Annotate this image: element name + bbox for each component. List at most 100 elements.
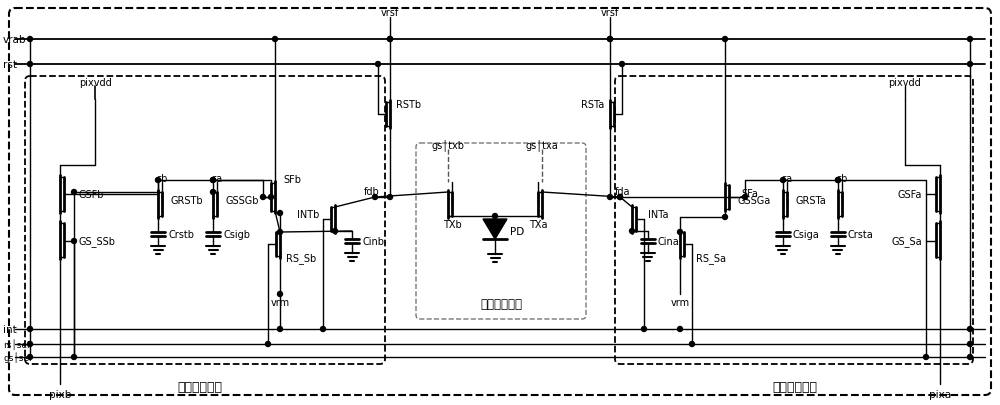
Circle shape bbox=[641, 327, 646, 332]
Circle shape bbox=[967, 342, 972, 347]
Text: fda: fda bbox=[615, 187, 631, 196]
Text: sa: sa bbox=[781, 174, 793, 183]
Circle shape bbox=[388, 37, 393, 43]
Circle shape bbox=[835, 178, 840, 183]
Text: int: int bbox=[3, 324, 17, 334]
Circle shape bbox=[689, 342, 694, 347]
Circle shape bbox=[278, 230, 283, 235]
Text: rst: rst bbox=[3, 60, 17, 70]
Circle shape bbox=[72, 355, 77, 360]
Text: 第二读取电路: 第二读取电路 bbox=[178, 381, 223, 394]
Circle shape bbox=[261, 195, 266, 200]
Circle shape bbox=[28, 62, 33, 67]
Text: gs│sel: gs│sel bbox=[3, 352, 32, 362]
Circle shape bbox=[630, 229, 635, 234]
Text: RS_Sb: RS_Sb bbox=[286, 253, 316, 264]
Text: gs│txb: gs│txb bbox=[432, 139, 464, 151]
Circle shape bbox=[492, 214, 498, 219]
Text: GS_SSb: GS_SSb bbox=[78, 236, 115, 247]
Text: GSSGb: GSSGb bbox=[225, 196, 259, 205]
Circle shape bbox=[618, 195, 622, 200]
Polygon shape bbox=[483, 220, 507, 239]
Circle shape bbox=[273, 37, 278, 43]
Circle shape bbox=[28, 342, 33, 347]
Circle shape bbox=[28, 327, 33, 332]
Circle shape bbox=[333, 229, 338, 234]
Text: PD: PD bbox=[510, 226, 524, 237]
Circle shape bbox=[72, 190, 77, 195]
Text: RS_Sa: RS_Sa bbox=[696, 253, 726, 264]
Text: INTa: INTa bbox=[648, 209, 668, 220]
Text: vrsf: vrsf bbox=[601, 8, 619, 18]
Text: GRSTb: GRSTb bbox=[170, 196, 203, 205]
Circle shape bbox=[608, 37, 612, 43]
Circle shape bbox=[722, 215, 727, 220]
Circle shape bbox=[28, 355, 33, 360]
Circle shape bbox=[677, 327, 682, 332]
Circle shape bbox=[608, 195, 612, 200]
Text: sa: sa bbox=[211, 174, 223, 183]
Circle shape bbox=[388, 37, 393, 43]
Circle shape bbox=[967, 327, 972, 332]
Text: GSFa: GSFa bbox=[898, 190, 922, 200]
Circle shape bbox=[780, 178, 785, 183]
Text: Cina: Cina bbox=[658, 237, 680, 246]
Text: 第一读取电路: 第一读取电路 bbox=[772, 381, 817, 394]
Text: GS_Sa: GS_Sa bbox=[891, 236, 922, 247]
Circle shape bbox=[72, 239, 77, 244]
Circle shape bbox=[156, 178, 161, 183]
Text: rs│sel: rs│sel bbox=[3, 339, 30, 350]
Circle shape bbox=[373, 195, 378, 200]
Circle shape bbox=[742, 195, 747, 200]
Circle shape bbox=[321, 327, 326, 332]
Text: vrm: vrm bbox=[270, 297, 290, 307]
Circle shape bbox=[266, 342, 271, 347]
Circle shape bbox=[618, 195, 622, 200]
Circle shape bbox=[923, 355, 928, 360]
Circle shape bbox=[269, 195, 274, 200]
Circle shape bbox=[211, 190, 216, 195]
Text: RSTb: RSTb bbox=[396, 100, 421, 110]
Text: RSTa: RSTa bbox=[581, 100, 604, 110]
Circle shape bbox=[278, 292, 283, 297]
Text: SFb: SFb bbox=[283, 175, 301, 185]
Text: Csiga: Csiga bbox=[793, 230, 820, 239]
Text: TXa: TXa bbox=[529, 220, 547, 230]
Text: pixvdd: pixvdd bbox=[79, 78, 111, 88]
Text: sb: sb bbox=[836, 174, 848, 183]
Circle shape bbox=[278, 327, 283, 332]
Text: SFa: SFa bbox=[741, 189, 758, 198]
Circle shape bbox=[211, 178, 216, 183]
Text: pixvdd: pixvdd bbox=[889, 78, 921, 88]
Text: vrsf: vrsf bbox=[381, 8, 399, 18]
Circle shape bbox=[376, 62, 381, 67]
Text: GRSTa: GRSTa bbox=[795, 196, 826, 205]
Text: 感光控制单元: 感光控制单元 bbox=[480, 298, 522, 311]
Text: fdb: fdb bbox=[364, 187, 380, 196]
Text: Csigb: Csigb bbox=[223, 230, 250, 239]
Circle shape bbox=[211, 178, 216, 183]
Text: INTb: INTb bbox=[297, 209, 319, 220]
Circle shape bbox=[620, 62, 624, 67]
Circle shape bbox=[278, 211, 283, 216]
Text: pixb: pixb bbox=[49, 389, 71, 399]
Text: gs│txa: gs│txa bbox=[526, 139, 558, 151]
Text: GSSGa: GSSGa bbox=[738, 196, 771, 205]
Circle shape bbox=[835, 178, 840, 183]
Text: Crstb: Crstb bbox=[168, 230, 194, 239]
Circle shape bbox=[388, 195, 393, 200]
Text: pixa: pixa bbox=[929, 389, 951, 399]
Text: Cinb: Cinb bbox=[362, 237, 384, 246]
Circle shape bbox=[28, 37, 33, 43]
Circle shape bbox=[677, 230, 682, 235]
Circle shape bbox=[967, 37, 972, 43]
Text: vrab: vrab bbox=[3, 35, 27, 45]
Circle shape bbox=[608, 37, 612, 43]
Circle shape bbox=[967, 62, 972, 67]
Text: Crsta: Crsta bbox=[848, 230, 874, 239]
Text: vrm: vrm bbox=[670, 297, 690, 307]
Text: TXb: TXb bbox=[443, 220, 461, 230]
Text: GSFb: GSFb bbox=[78, 190, 104, 200]
Circle shape bbox=[722, 37, 727, 43]
Text: sb: sb bbox=[156, 174, 168, 183]
